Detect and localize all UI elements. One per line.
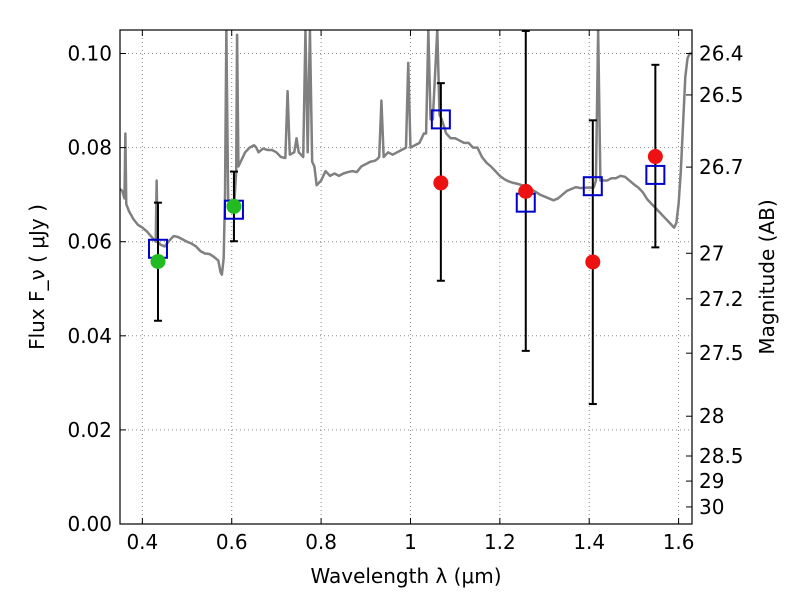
y-tick-label: 0.04 [67,324,112,348]
x-tick-label: 0.4 [126,530,158,554]
synthetic-flux-square [582,176,603,197]
x-axis-label: Wavelength λ (μm) [310,564,501,588]
y-tick-label: 0.00 [67,512,112,536]
axis-ticks: 0.4 0.6 0.8 1 1.2 1.4 1.6 0.00 0.02 0.04 0.06 0.08 0… [67,30,744,554]
x-tick-label: 1.2 [484,530,516,554]
observed-flux-point [150,253,166,269]
x-tick-label: 0.6 [216,530,248,554]
y2-tick-label: 28.5 [699,444,744,468]
observed-flux-point [433,175,449,191]
y2-tick-label: 26.5 [699,83,744,107]
y2-tick-label: 27 [699,241,724,265]
model-spectrum-layer [120,30,692,276]
y-tick-label: 0.10 [67,42,112,66]
y2-tick-label: 30 [699,495,724,519]
y-axis-label: Flux F_ν ( μJy ) [25,204,49,350]
plot-frame [119,29,693,525]
data-points-layer [147,29,666,406]
y2-tick-label: 26.4 [699,42,744,66]
x-tick-label: 1 [404,530,417,554]
y2-tick-label: 27.2 [699,287,744,311]
y2-axis-label: Magnitude (AB) [755,199,779,354]
y-tick-label: 0.08 [67,136,112,160]
y2-tick-label: 28 [699,404,724,428]
x-tick-label: 1.4 [573,530,605,554]
observed-flux-point [647,149,663,165]
y2-tick-label: 27.5 [699,341,744,365]
observed-flux-point [518,183,534,199]
observed-flux-point [226,198,242,214]
y2-tick-label: 29 [699,469,724,493]
synthetic-flux-square [645,164,666,185]
y2-tick-label: 26.7 [699,155,744,179]
y-tick-label: 0.06 [67,230,112,254]
y-tick-label: 0.02 [67,418,112,442]
x-tick-label: 1.6 [663,530,695,554]
observed-flux-point [585,254,601,270]
synthetic-flux-square [430,109,451,130]
model-spectrum-line [120,30,692,276]
x-tick-label: 0.8 [305,530,337,554]
